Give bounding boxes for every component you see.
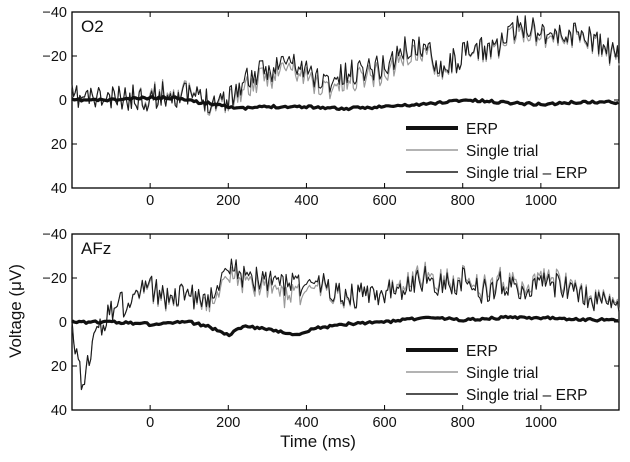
y-tick-label: 20 <box>51 137 67 153</box>
y-tick-label: 40 <box>51 181 67 197</box>
series-line-single-trial-erp <box>71 15 620 114</box>
panel-afz: −40 −20 0 20 40 0 200 400 600 800 1000 AFz ERP Sin… <box>42 227 620 431</box>
series-lines <box>71 15 620 116</box>
y-tick-label: −40 <box>42 5 67 21</box>
x-axis-ticks: 0 200 400 600 800 1000 <box>146 12 557 209</box>
plot-frame <box>71 233 620 411</box>
y-axis-ticks: −40 −20 0 20 40 <box>42 5 619 197</box>
legend-label: ERP <box>466 343 498 360</box>
x-tick-label: 0 <box>146 193 154 209</box>
y-axis-ticks: −40 −20 0 20 40 <box>42 227 619 419</box>
y-tick-label: 0 <box>59 315 67 331</box>
series-line-erp <box>71 94 619 112</box>
panel-label: AFz <box>81 239 111 258</box>
x-tick-label: 800 <box>451 415 475 431</box>
legend-label: Single trial – ERP <box>466 387 587 404</box>
legend: ERP Single trial Single trial – ERP <box>406 343 587 404</box>
legend-label: Single trial <box>466 365 538 382</box>
series-lines <box>71 258 620 391</box>
x-tick-label: 400 <box>294 415 318 431</box>
y-tick-label: −20 <box>42 49 67 65</box>
legend: ERP Single trial Single trial – ERP <box>406 121 587 182</box>
x-tick-label: 400 <box>294 193 318 209</box>
x-tick-label: 200 <box>216 415 240 431</box>
legend-label: ERP <box>466 121 498 138</box>
legend-label: Single trial – ERP <box>466 165 587 182</box>
y-tick-label: 40 <box>51 403 67 419</box>
x-axis-ticks: 0 200 400 600 800 1000 <box>146 234 557 431</box>
series-line-erp <box>71 314 619 338</box>
x-tick-label: 0 <box>146 415 154 431</box>
panel-o2: −40 −20 0 20 40 0 200 400 600 800 1000 O2 ERP Sing… <box>42 5 620 209</box>
series-line-single-trial-erp <box>71 258 620 391</box>
x-tick-label: 200 <box>216 193 240 209</box>
y-tick-label: 0 <box>59 93 67 109</box>
legend-label: Single trial <box>466 143 538 160</box>
x-tick-label: 1000 <box>525 415 557 431</box>
x-tick-label: 600 <box>372 415 396 431</box>
y-tick-label: −40 <box>42 227 67 243</box>
x-tick-label: 600 <box>372 193 396 209</box>
y-tick-label: 20 <box>51 359 67 375</box>
y-axis-title: Voltage (μV) <box>6 264 25 358</box>
x-tick-label: 800 <box>451 193 475 209</box>
panel-label: O2 <box>81 17 104 36</box>
x-axis-title: Time (ms) <box>280 432 356 451</box>
y-tick-label: −20 <box>42 271 67 287</box>
x-tick-label: 1000 <box>525 193 557 209</box>
